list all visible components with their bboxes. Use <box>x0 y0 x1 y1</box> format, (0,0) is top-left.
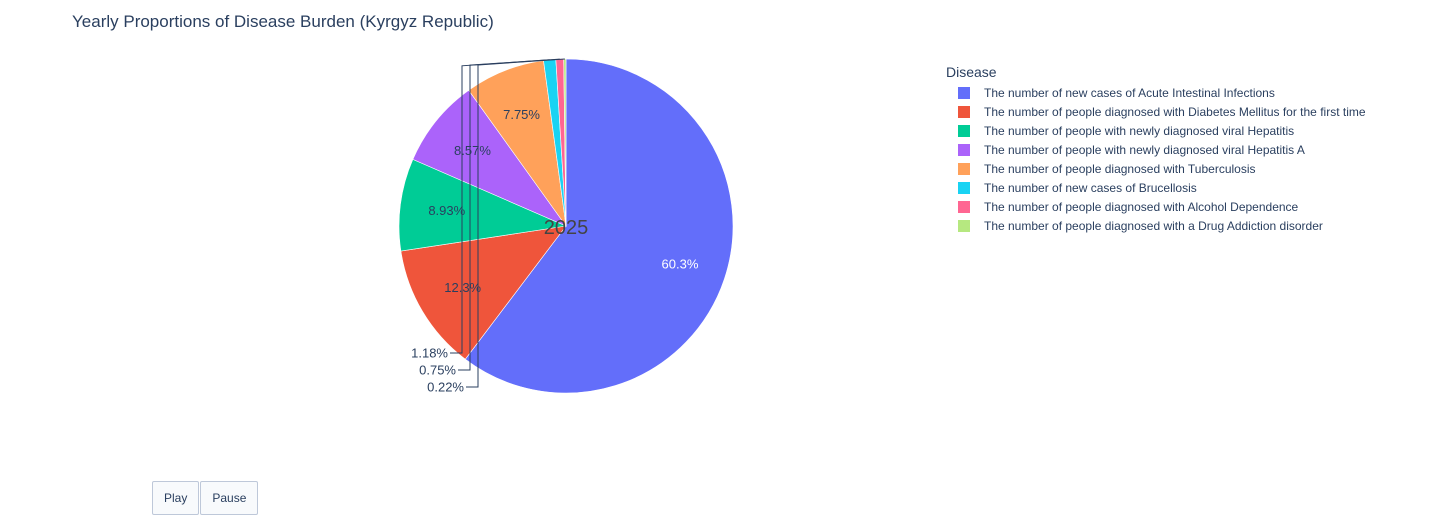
legend-item[interactable]: The number of people diagnosed with Alco… <box>946 197 1366 216</box>
slice-percent-label: 8.93% <box>428 203 465 218</box>
legend-item[interactable]: The number of people diagnosed with a Dr… <box>946 216 1366 235</box>
legend-label: The number of people diagnosed with Tube… <box>984 161 1256 176</box>
legend-label: The number of new cases of Brucellosis <box>984 180 1197 195</box>
legend-label: The number of people diagnosed with a Dr… <box>984 218 1323 233</box>
slice-percent-label: 0.75% <box>419 363 456 378</box>
slice-percent-label: 0.22% <box>427 380 464 395</box>
legend-label: The number of people with newly diagnose… <box>984 142 1305 157</box>
animation-controls: Play Pause <box>152 481 259 515</box>
pie-slice[interactable] <box>412 89 567 227</box>
pause-button[interactable]: Pause <box>200 481 259 515</box>
slice-percent-label: 12.3% <box>444 280 481 295</box>
play-button[interactable]: Play <box>152 481 200 515</box>
legend-swatch <box>958 162 970 175</box>
legend-swatch <box>958 105 970 118</box>
slice-percent-label: 60.3% <box>662 257 699 272</box>
chart-title: Yearly Proportions of Disease Burden (Ky… <box>72 12 494 31</box>
legend-swatch <box>958 181 970 194</box>
pie-slice[interactable] <box>400 225 567 360</box>
pie-slice[interactable] <box>464 58 734 394</box>
slice-percent-label: 1.18% <box>411 346 448 361</box>
legend-item[interactable]: The number of people diagnosed with Diab… <box>946 102 1366 121</box>
legend-label: The number of people with newly diagnose… <box>984 123 1295 138</box>
legend-item[interactable]: The number of people with newly diagnose… <box>946 140 1366 159</box>
legend-label: The number of new cases of Acute Intesti… <box>984 85 1275 100</box>
leader-line <box>466 58 565 388</box>
legend-swatch <box>958 124 970 137</box>
legend-swatch <box>958 200 970 213</box>
legend-label: The number of people diagnosed with Alco… <box>984 199 1299 214</box>
legend-item[interactable]: The number of new cases of Acute Intesti… <box>946 83 1366 102</box>
legend-swatch <box>958 143 970 156</box>
legend-item[interactable]: The number of new cases of Brucellosis <box>946 178 1366 197</box>
slice-percent-label: 8.57% <box>454 143 491 158</box>
center-year-label: 2025 <box>544 217 589 239</box>
legend-swatch <box>958 219 970 232</box>
legend: Disease The number of new cases of Acute… <box>946 64 1366 235</box>
legend-swatch <box>958 86 970 99</box>
slice-percent-label: 7.75% <box>503 107 540 122</box>
legend-label: The number of people diagnosed with Diab… <box>984 104 1366 119</box>
legend-title: Disease <box>946 64 997 80</box>
pie-slice[interactable] <box>398 158 568 252</box>
legend-item[interactable]: The number of people diagnosed with Tube… <box>946 159 1366 178</box>
legend-item[interactable]: The number of people with newly diagnose… <box>946 121 1366 140</box>
